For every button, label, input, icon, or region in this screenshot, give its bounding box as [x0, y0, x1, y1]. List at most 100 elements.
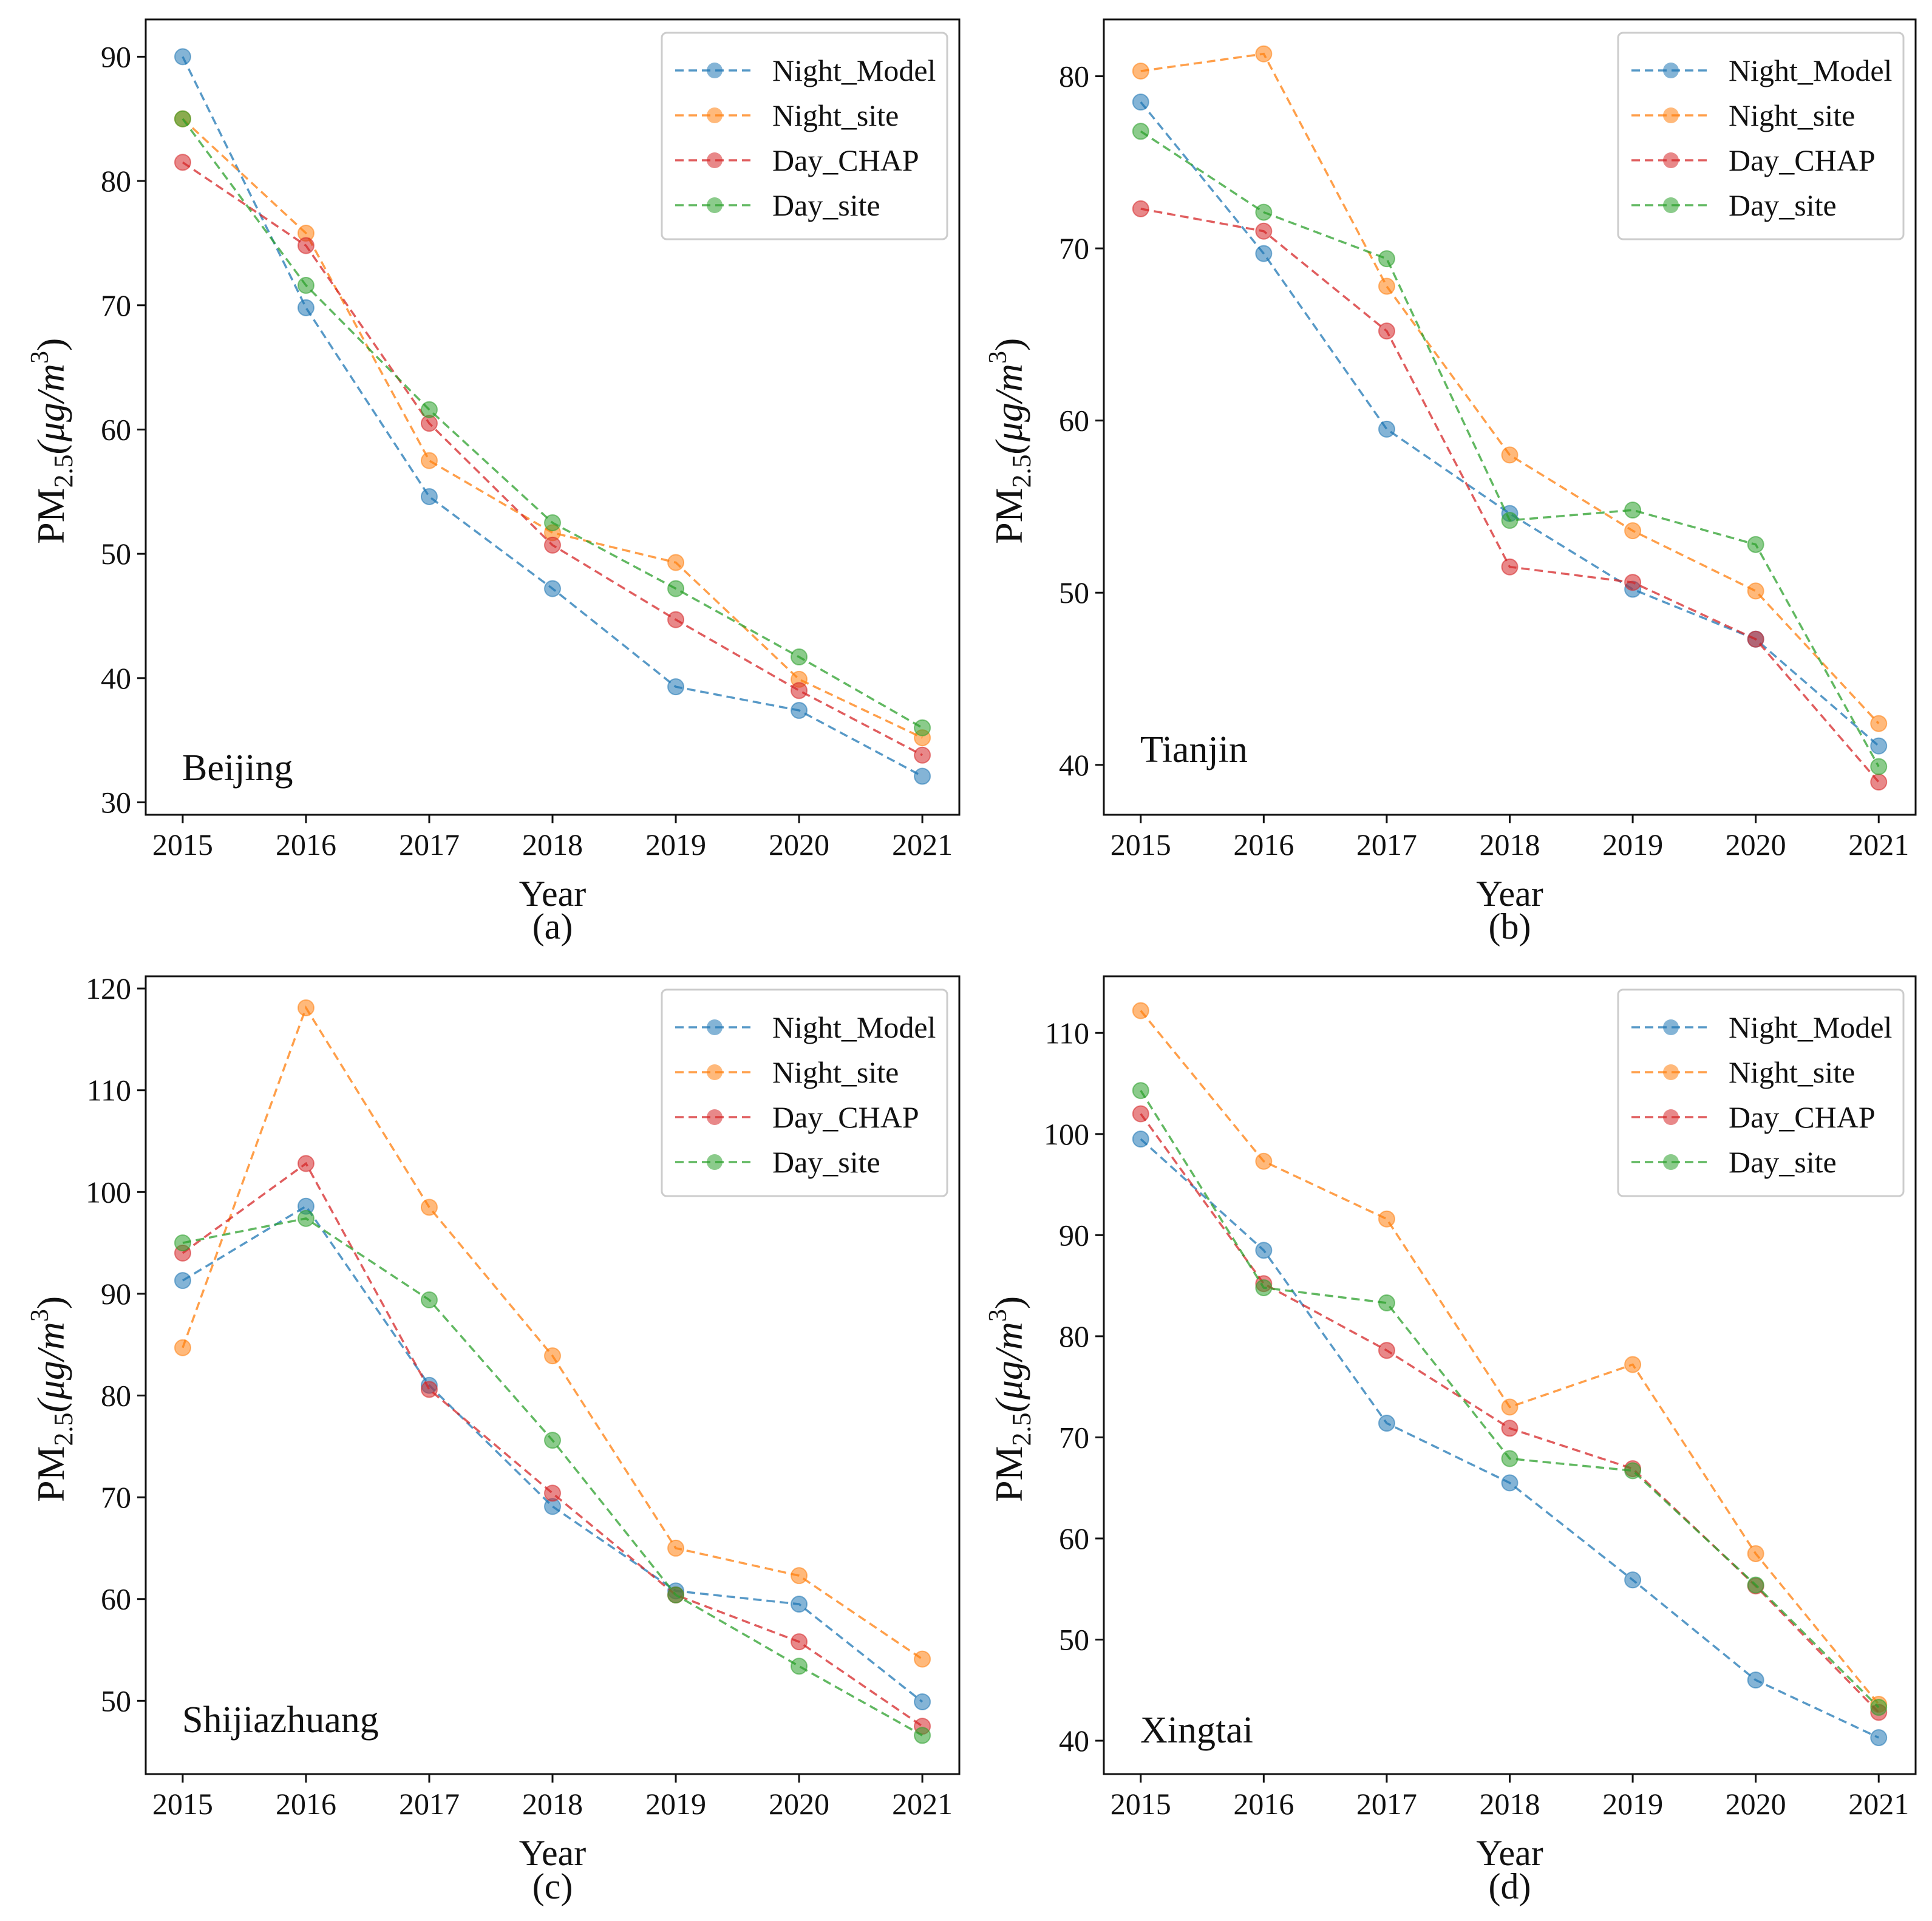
x-tick-label: 2021: [892, 1787, 953, 1821]
data-point-night-site: [1870, 715, 1888, 732]
data-point-day-site: [174, 110, 191, 127]
series-line-night-model: [1140, 1138, 1879, 1739]
y-tick-label: 70: [1059, 1420, 1089, 1454]
y-tick-label: 80: [101, 164, 131, 198]
y-tick-label: 60: [1059, 404, 1089, 438]
x-tick-label: 2017: [399, 1787, 460, 1821]
data-point-day-site: [791, 648, 808, 666]
data-point-day-site: [544, 1432, 561, 1449]
y-tick-label: 50: [1059, 576, 1089, 610]
x-tick-label: 2016: [1233, 828, 1294, 862]
panel-caption: (c): [532, 1866, 573, 1906]
data-point-day-site: [1132, 1082, 1149, 1100]
x-tick-label: 2020: [769, 828, 829, 862]
data-point-day-site: [297, 277, 315, 294]
data-point-day-site: [1378, 1294, 1395, 1311]
data-point-night-site: [1255, 1152, 1273, 1170]
legend-marker-day-site: [707, 1154, 723, 1170]
data-point-night-site: [1747, 1545, 1764, 1562]
legend: Night_Model Night_site Day_CHAP Day_site: [1617, 988, 1905, 1197]
legend: Night_Model Night_site Day_CHAP Day_site: [1617, 32, 1905, 240]
data-point-night-site: [1378, 1210, 1395, 1228]
legend-label-night-model: Night_Model: [772, 1010, 936, 1044]
y-tick-label: 70: [101, 1480, 131, 1514]
legend-label-night-model: Night_Model: [1729, 53, 1892, 87]
legend-marker-night-site: [1663, 1064, 1679, 1080]
data-point-day-chap: [297, 237, 315, 254]
legend-marker-day-chap: [707, 1109, 723, 1125]
data-point-day-chap: [420, 1381, 438, 1398]
data-point-night-model: [1747, 1671, 1764, 1689]
legend-marker-night-site: [1663, 107, 1679, 123]
data-point-night-model: [544, 580, 561, 597]
city-label: Xingtai: [1140, 1710, 1253, 1751]
legend-label-day-chap: Day_CHAP: [1729, 1100, 1876, 1134]
legend: Night_Model Night_site Day_CHAP Day_site: [661, 32, 948, 240]
data-point-night-model: [914, 1693, 931, 1711]
y-tick-label: 60: [1059, 1521, 1089, 1555]
data-point-night-site: [174, 1339, 191, 1356]
data-point-day-site: [297, 1209, 315, 1227]
data-point-night-model: [791, 702, 808, 719]
data-point-night-site: [667, 554, 685, 571]
legend-label-night-model: Night_Model: [772, 53, 936, 87]
data-point-night-model: [1378, 420, 1395, 438]
x-tick-label: 2016: [276, 1787, 336, 1821]
legend-label-day-chap: Day_CHAP: [772, 143, 919, 177]
data-point-day-chap: [667, 611, 685, 628]
legend-marker-night-model: [1663, 1019, 1679, 1035]
y-axis-label: PM2.5(μg/m3): [26, 338, 78, 544]
legend-box: [661, 988, 948, 1197]
data-point-day-site: [667, 1586, 685, 1604]
y-tick-label: 40: [1059, 1724, 1089, 1758]
data-point-day-chap: [1747, 630, 1764, 648]
legend-label-night-site: Night_site: [772, 98, 899, 132]
data-point-night-model: [297, 299, 315, 316]
data-point-day-site: [914, 719, 931, 736]
y-tick-label: 80: [1059, 59, 1089, 93]
y-tick-label: 70: [101, 288, 131, 322]
x-tick-label: 2021: [892, 828, 953, 862]
y-axis-label: PM2.5(μg/m3): [984, 338, 1036, 544]
data-point-day-site: [1624, 501, 1642, 519]
y-tick-label: 120: [86, 971, 131, 1005]
city-label: Shijiazhuang: [182, 1699, 379, 1741]
data-point-day-chap: [1132, 200, 1149, 217]
x-tick-label: 2017: [399, 828, 460, 862]
data-point-day-site: [791, 1657, 808, 1675]
data-point-night-site: [1501, 1398, 1519, 1416]
y-tick-label: 70: [1059, 231, 1089, 265]
x-tick-label: 2016: [276, 828, 336, 862]
legend-marker-day-site: [1663, 1154, 1679, 1170]
chart-panel-c: 2015 2016 2017 2018 2019 2020 2021 50 60 70 80 90 10…: [26, 971, 961, 1906]
data-point-day-site: [1501, 512, 1519, 529]
city-label: Tianjin: [1140, 729, 1248, 770]
data-point-day-site: [1870, 1699, 1888, 1716]
data-point-night-model: [1870, 1729, 1888, 1747]
data-point-night-model: [1255, 245, 1273, 262]
x-tick-label: 2020: [1726, 1787, 1786, 1821]
data-point-night-model: [420, 488, 438, 505]
x-tick-label: 2019: [645, 828, 706, 862]
data-point-day-chap: [1501, 558, 1519, 576]
legend-label-day-site: Day_site: [1729, 1145, 1837, 1179]
x-tick-label: 2017: [1356, 1787, 1417, 1821]
y-tick-label: 90: [101, 39, 131, 73]
data-point-day-site: [420, 401, 438, 418]
data-point-day-chap: [174, 154, 191, 171]
x-axis-label: Year: [519, 874, 587, 914]
data-point-night-model: [914, 767, 931, 785]
data-point-day-chap: [1624, 574, 1642, 591]
legend-label-day-site: Day_site: [772, 188, 880, 222]
x-tick-label: 2019: [1602, 828, 1663, 862]
legend-marker-day-chap: [707, 152, 723, 168]
data-point-day-site: [1747, 536, 1764, 553]
data-point-night-site: [544, 1347, 561, 1365]
y-tick-label: 40: [1059, 748, 1089, 782]
y-tick-label: 60: [101, 412, 131, 446]
data-point-day-site: [914, 1727, 931, 1744]
data-point-night-site: [420, 1198, 438, 1216]
y-tick-label: 50: [101, 537, 131, 571]
legend-marker-night-site: [707, 107, 723, 123]
legend-label-night-site: Night_site: [1729, 98, 1855, 132]
